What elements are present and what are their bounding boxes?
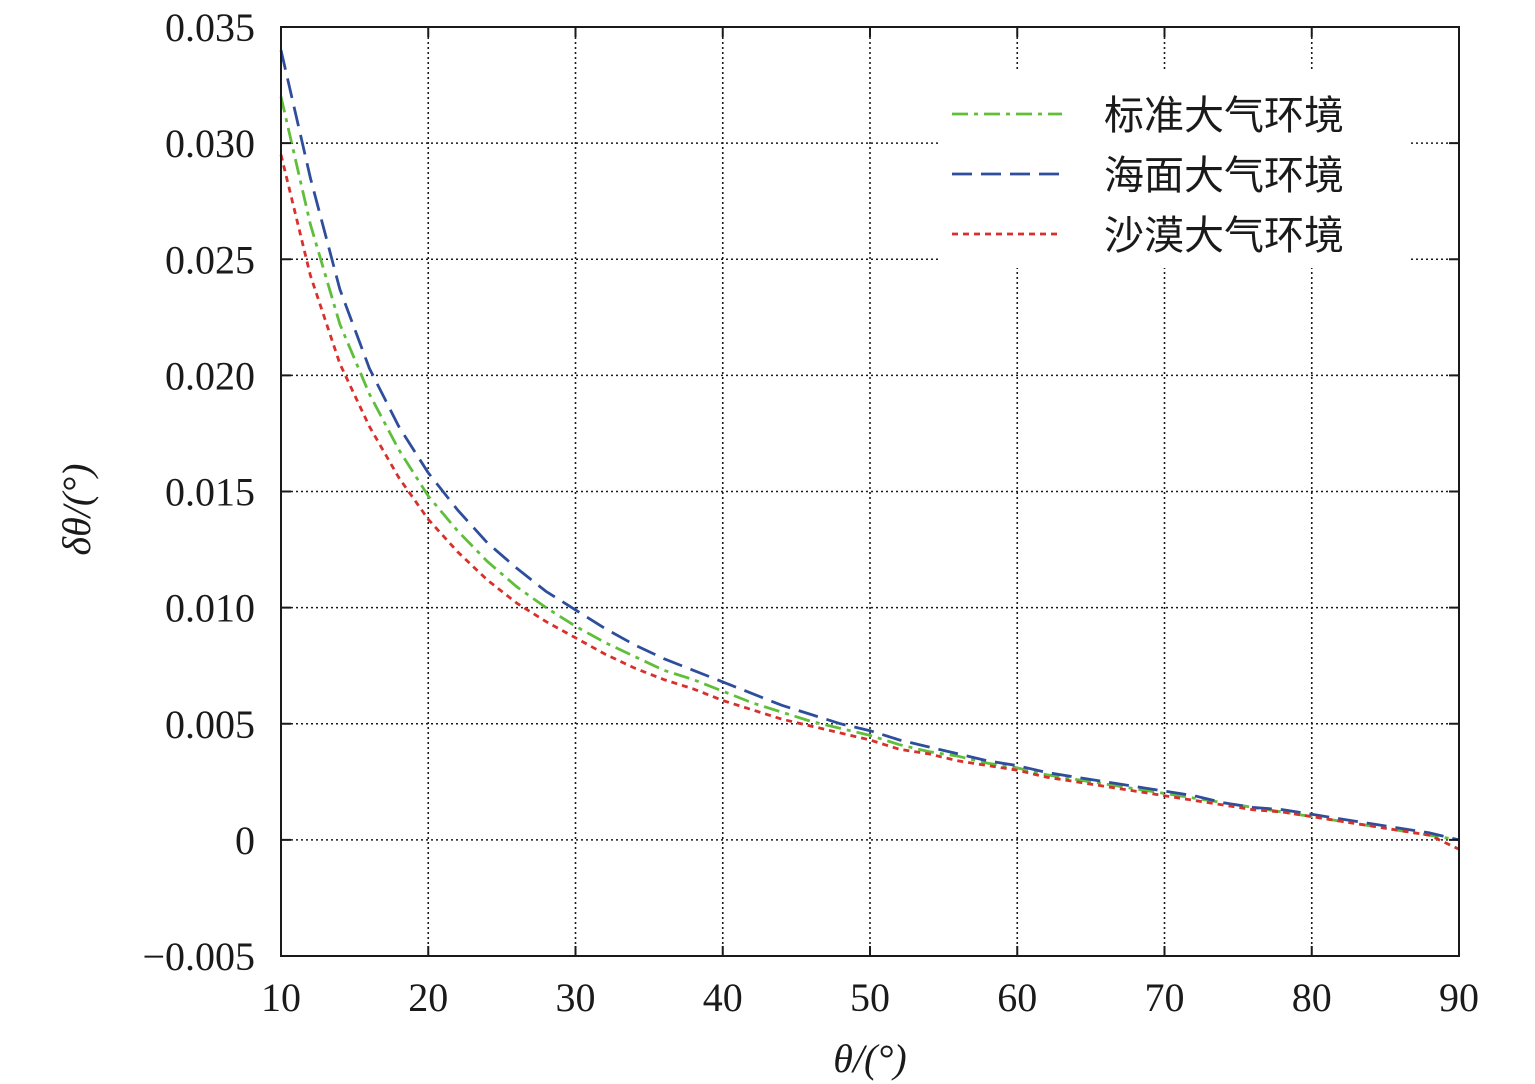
x-tick-label: 80 bbox=[1292, 975, 1332, 1020]
axis-ticks bbox=[280, 26, 1460, 957]
y-tick-label: 0 bbox=[235, 818, 255, 863]
legend-label: 沙漠大气环境 bbox=[1104, 213, 1344, 259]
x-tick-label: 20 bbox=[408, 975, 448, 1020]
x-axis-title: θ/(°) bbox=[833, 1036, 906, 1081]
legend-label: 海面大气环境 bbox=[1104, 153, 1344, 199]
x-tick-label: 10 bbox=[261, 975, 301, 1020]
x-tick-label: 60 bbox=[997, 975, 1037, 1020]
y-tick-label: 0.030 bbox=[165, 121, 255, 166]
y-tick-label: −0.005 bbox=[142, 934, 255, 979]
y-tick-label: 0.005 bbox=[165, 702, 255, 747]
series-lines bbox=[279, 49, 1460, 851]
x-tick-label: 40 bbox=[703, 975, 743, 1020]
x-tick-label: 90 bbox=[1439, 975, 1479, 1020]
legend-box bbox=[938, 70, 1408, 268]
y-tick-label: 0.035 bbox=[165, 5, 255, 50]
legend-label: 标准大气环境 bbox=[1104, 93, 1344, 139]
y-tick-label: 0.015 bbox=[165, 470, 255, 515]
x-tick-label: 30 bbox=[556, 975, 596, 1020]
series-line-3 bbox=[279, 154, 1460, 851]
y-tick-label: 0.010 bbox=[165, 586, 255, 631]
x-tick-label: 70 bbox=[1145, 975, 1185, 1020]
y-tick-labels: −0.005 0 0.005 0.010 0.015 0.020 0.025 0.030 0.0… bbox=[142, 5, 255, 979]
x-tick-label: 50 bbox=[850, 975, 890, 1020]
y-axis-title: δθ/(°) bbox=[54, 464, 99, 556]
y-tick-label: 0.020 bbox=[165, 353, 255, 398]
x-tick-labels: 10 20 30 40 50 60 70 80 90 bbox=[261, 975, 1479, 1020]
series-line-1 bbox=[279, 96, 1460, 842]
series-line-2 bbox=[279, 49, 1460, 842]
y-tick-label: 0.025 bbox=[165, 237, 255, 282]
